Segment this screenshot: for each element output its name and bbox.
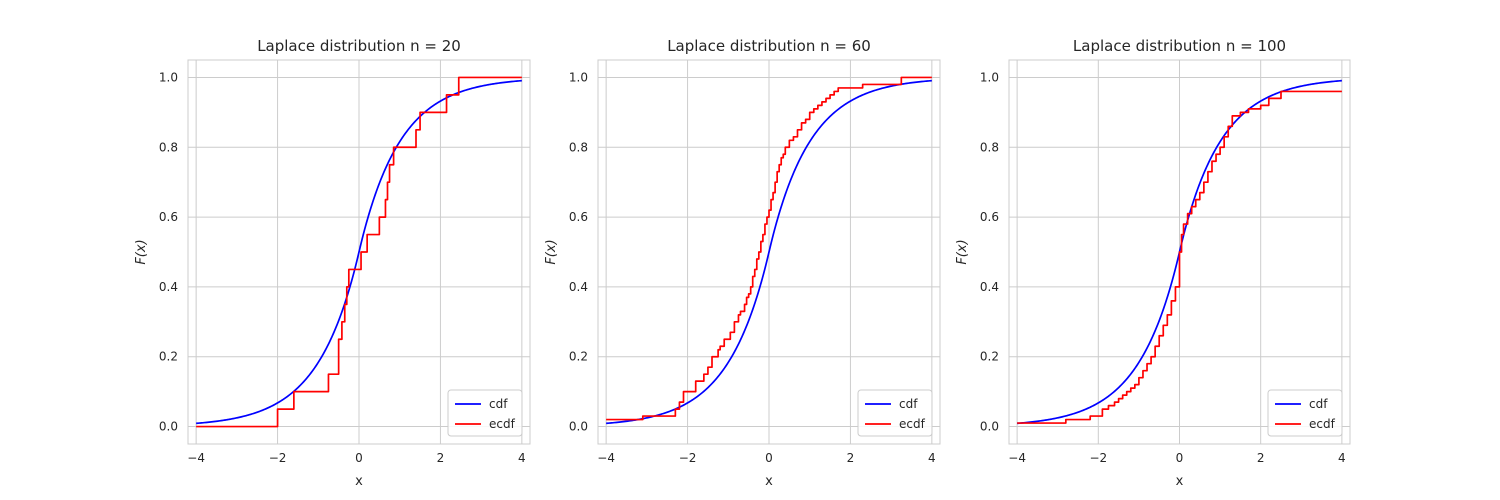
legend-label-cdf: cdf: [1309, 397, 1328, 411]
y-tick-label: 0.6: [980, 210, 999, 224]
series-line-cdf: [606, 79, 932, 425]
x-tick-label: 0: [355, 451, 363, 465]
series-line-cdf: [196, 79, 522, 425]
y-tick-label: 0.4: [980, 280, 999, 294]
y-tick-label: 0.8: [569, 140, 588, 154]
y-tick-label: 1.0: [569, 70, 588, 84]
x-axis-label: x: [1176, 474, 1184, 489]
y-axis-label: F(x): [955, 239, 970, 264]
y-tick-label: 0.0: [159, 420, 178, 434]
x-tick-label: 4: [928, 451, 936, 465]
x-tick-label: 0: [1176, 451, 1184, 465]
legend-label-cdf: cdf: [489, 397, 508, 411]
x-tick-label: −4: [597, 451, 615, 465]
y-tick-label: 0.4: [159, 280, 178, 294]
x-tick-label: 0: [765, 451, 773, 465]
x-tick-label: −2: [1089, 451, 1107, 465]
legend-label-cdf: cdf: [899, 397, 918, 411]
legend: cdf ecdf: [1267, 389, 1343, 437]
y-axis-label: F(x): [544, 239, 559, 264]
series-line-ecdf: [196, 76, 522, 428]
axes-frame: [1008, 59, 1351, 445]
x-tick-label: −4: [187, 451, 205, 465]
legend-label-ecdf: ecdf: [489, 417, 516, 431]
chart-title: Laplace distribution n = 20: [257, 37, 461, 55]
y-tick-label: 1.0: [159, 70, 178, 84]
y-tick-label: 0.2: [980, 350, 999, 364]
x-tick-label: 2: [1257, 451, 1265, 465]
y-tick-label: 1.0: [980, 70, 999, 84]
x-tick-label: −2: [269, 451, 287, 465]
chart-panel-2: −4 −2 0 2 4 0.0 0.2 0.4 0.6 0.8 1.0 Laplace distrib…: [544, 37, 941, 489]
y-tick-label: 0.2: [159, 350, 178, 364]
series-line-ecdf: [606, 76, 932, 421]
legend: cdf ecdf: [857, 389, 933, 437]
legend-label-ecdf: ecdf: [899, 417, 926, 431]
legend: cdf ecdf: [447, 389, 523, 437]
x-tick-label: 2: [437, 451, 445, 465]
series-line-ecdf: [1017, 90, 1342, 424]
x-axis-label: x: [355, 474, 363, 489]
x-tick-label: 4: [518, 451, 526, 465]
legend-label-ecdf: ecdf: [1309, 417, 1336, 431]
x-tick-label: 4: [1338, 451, 1346, 465]
x-tick-label: −4: [1008, 451, 1026, 465]
y-tick-label: 0.8: [980, 140, 999, 154]
chart-title: Laplace distribution n = 100: [1073, 37, 1286, 55]
y-tick-label: 0.0: [569, 420, 588, 434]
y-tick-label: 0.0: [980, 420, 999, 434]
y-tick-label: 0.4: [569, 280, 588, 294]
x-tick-label: 2: [847, 451, 855, 465]
y-tick-label: 0.2: [569, 350, 588, 364]
axes-frame: [187, 59, 531, 445]
y-tick-label: 0.6: [159, 210, 178, 224]
y-tick-label: 0.8: [159, 140, 178, 154]
y-axis-label: F(x): [134, 239, 149, 264]
y-tick-label: 0.6: [569, 210, 588, 224]
x-tick-label: −2: [679, 451, 697, 465]
axes-frame: [597, 59, 941, 445]
chart-panel-1: −4 −2 0 2 4 0.0 0.2 0.4 0.6 0.8 1.0 Laplace distrib…: [134, 37, 531, 489]
chart-title: Laplace distribution n = 60: [667, 37, 871, 55]
x-axis-label: x: [765, 474, 773, 489]
chart-panel-3: −4 −2 0 2 4 0.0 0.2 0.4 0.6 0.8 1.0 Laplace distrib…: [955, 37, 1351, 489]
